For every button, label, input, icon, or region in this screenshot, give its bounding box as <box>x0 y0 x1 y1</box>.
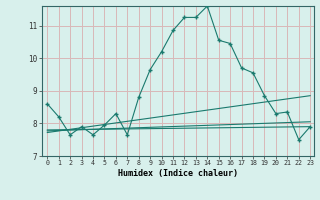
X-axis label: Humidex (Indice chaleur): Humidex (Indice chaleur) <box>118 169 237 178</box>
